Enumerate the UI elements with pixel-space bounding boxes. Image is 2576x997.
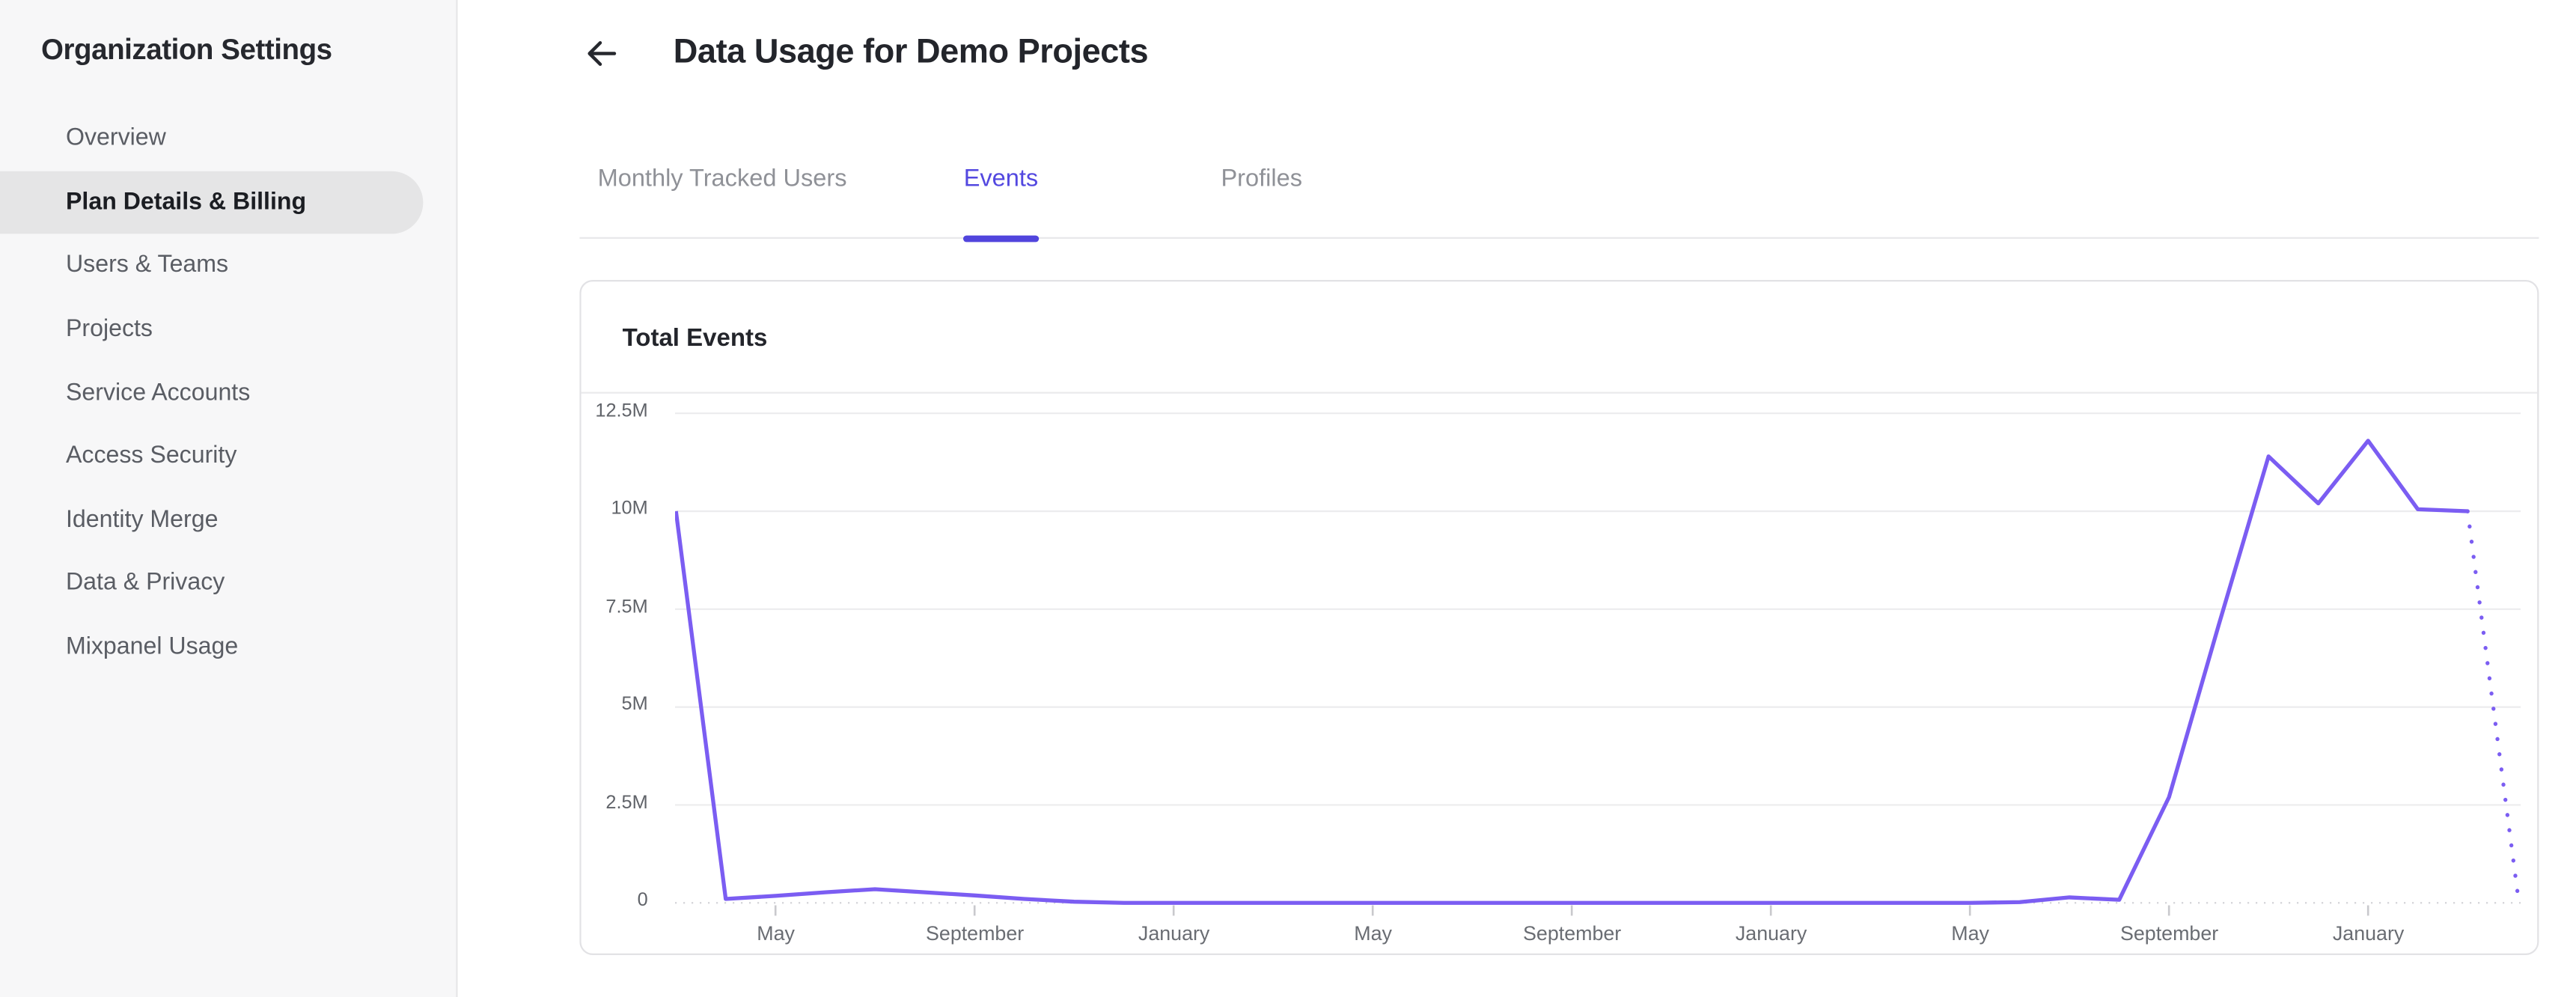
- total-events-line: [675, 438, 2468, 904]
- tab-events[interactable]: Events: [963, 158, 1039, 243]
- sidebar-item-users-and-teams[interactable]: Users & Teams: [66, 252, 229, 279]
- tab-profiles[interactable]: Profiles: [1221, 166, 1302, 193]
- y-axis-label: 2.5M: [605, 793, 648, 814]
- back-button[interactable]: [579, 31, 622, 74]
- sidebar-title: Organization Settings: [41, 33, 332, 66]
- projected-events-dotted-line: [2465, 508, 2520, 893]
- tab-monthly-tracked-users[interactable]: Monthly Tracked Users: [597, 166, 847, 193]
- sidebar-item-plan-details-and-billing[interactable]: Plan Details & Billing: [0, 170, 424, 234]
- chart-title: Total Events: [622, 323, 768, 352]
- y-axis-label: 5M: [621, 695, 648, 716]
- x-axis-label: January: [1735, 921, 1807, 945]
- left-arrow-icon: [582, 34, 620, 72]
- x-axis-label: May: [1951, 921, 1989, 945]
- x-axis-label: September: [1523, 921, 1622, 945]
- chart-card-header: Total Events: [581, 281, 2537, 394]
- sidebar-item-data-and-privacy[interactable]: Data & Privacy: [66, 570, 225, 597]
- chart-plot-area: [675, 412, 2521, 915]
- sidebar-item-access-security[interactable]: Access Security: [66, 443, 237, 470]
- usage-tabs: Monthly Tracked Users Events Profiles: [579, 158, 2539, 243]
- sidebar-item-service-accounts[interactable]: Service Accounts: [66, 379, 251, 406]
- x-axis-label: September: [2120, 921, 2219, 945]
- sidebar-item-projects[interactable]: Projects: [66, 316, 153, 343]
- y-axis-label: 7.5M: [605, 597, 648, 618]
- active-tab-indicator: [963, 234, 1039, 243]
- total-events-chart: 12.5M 10M 7.5M 5M 2.5M 0 May September January Ma…: [582, 281, 2537, 954]
- sidebar-item-mixpanel-usage[interactable]: Mixpanel Usage: [66, 634, 239, 661]
- sidebar-item-identity-merge[interactable]: Identity Merge: [66, 507, 219, 534]
- x-axis-label: May: [757, 921, 795, 945]
- page-title: Data Usage for Demo Projects: [673, 33, 1149, 71]
- y-axis-label: 12.5M: [595, 401, 648, 422]
- sidebar-item-overview[interactable]: Overview: [66, 125, 166, 153]
- page-header: Data Usage for Demo Projects: [579, 28, 1149, 77]
- events-chart-card: Total Events 12.5M 10M 7.5M 5M 2.5M 0 May Septe…: [579, 278, 2539, 955]
- x-axis-label: January: [1138, 921, 1210, 945]
- main-content: Data Usage for Demo Projects Monthly Tra…: [457, 0, 2576, 997]
- y-axis-label: 0: [637, 891, 648, 912]
- settings-sidebar: Organization Settings Overview Plan Detai…: [0, 0, 458, 997]
- x-axis-label: January: [2332, 921, 2405, 945]
- x-axis-label: September: [926, 921, 1025, 945]
- sidebar-nav: Overview Plan Details & Billing Users & Te…: [0, 107, 456, 679]
- x-axis-label: May: [1354, 921, 1392, 945]
- y-axis-label: 10M: [611, 499, 648, 519]
